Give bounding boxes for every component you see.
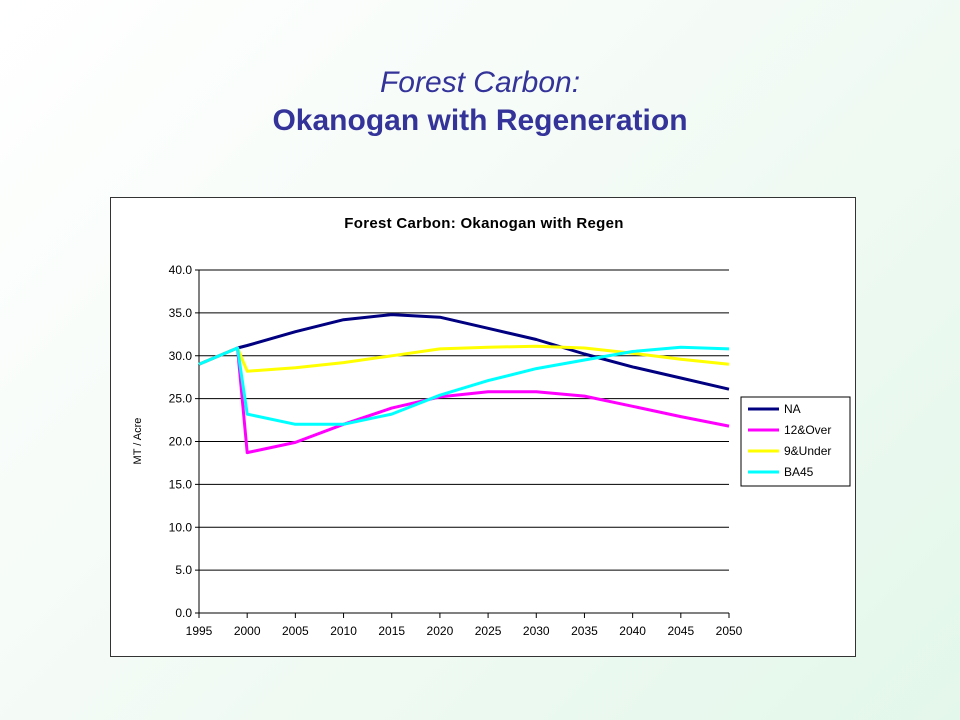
y-tick-label: 40.0 [169,263,193,277]
y-tick-label: 25.0 [169,392,193,406]
x-tick-label: 2040 [619,624,646,638]
slide-title-line2: Okanogan with Regeneration [272,104,688,137]
legend: NA 12&Over 9&Under BA45 [740,396,851,487]
grid-lines [199,269,729,571]
slide-title-line1: Forest Carbon: [0,64,960,102]
x-tick-label: 2000 [234,624,261,638]
series-line-9-under [198,344,730,373]
y-tick-label: 30.0 [169,349,193,363]
legend-label: BA45 [784,465,814,479]
y-tick-label: 5.0 [175,563,192,577]
x-tick-label: 2025 [475,624,502,638]
series-lines [198,313,730,455]
y-tick-label: 10.0 [169,520,193,534]
slide-title-italic-text: Forest Carbon [379,66,572,99]
slide-title-colon: : [571,66,581,99]
series-line-12-over [198,346,730,455]
y-axis-label: MT / Acre [132,418,144,465]
x-tick-label: 2010 [330,624,357,638]
axes: 0.0 5.0 10.0 15.0 20.0 25.0 30.0 35.0 40.0 1995 20… [169,263,743,638]
x-tick-label: 2035 [571,624,598,638]
legend-label: NA [784,402,801,416]
series-line-na [198,313,730,391]
x-tick-label: 2030 [523,624,550,638]
x-tick-label: 2020 [427,624,454,638]
x-tick-label: 2005 [282,624,309,638]
y-tick-label: 0.0 [175,606,192,620]
line-chart: Forest Carbon: Okanogan with Regen MT / … [132,215,851,638]
y-tick-label: 15.0 [169,477,193,491]
x-tick-label: 2015 [378,624,405,638]
x-tick-label: 2045 [667,624,694,638]
series-line-ba45 [198,345,730,426]
y-tick-label: 35.0 [169,306,193,320]
x-tick-label: 1995 [186,624,213,638]
legend-label: 9&Under [784,444,831,458]
slide-title: Forest Carbon: Okanogan with Regeneratio… [0,64,960,140]
legend-label: 12&Over [784,423,831,437]
y-tick-label: 20.0 [169,435,193,449]
x-tick-label: 2050 [716,624,743,638]
chart-frame: Forest Carbon: Okanogan with Regen MT / … [110,197,856,657]
chart-title: Forest Carbon: Okanogan with Regen [344,215,623,232]
